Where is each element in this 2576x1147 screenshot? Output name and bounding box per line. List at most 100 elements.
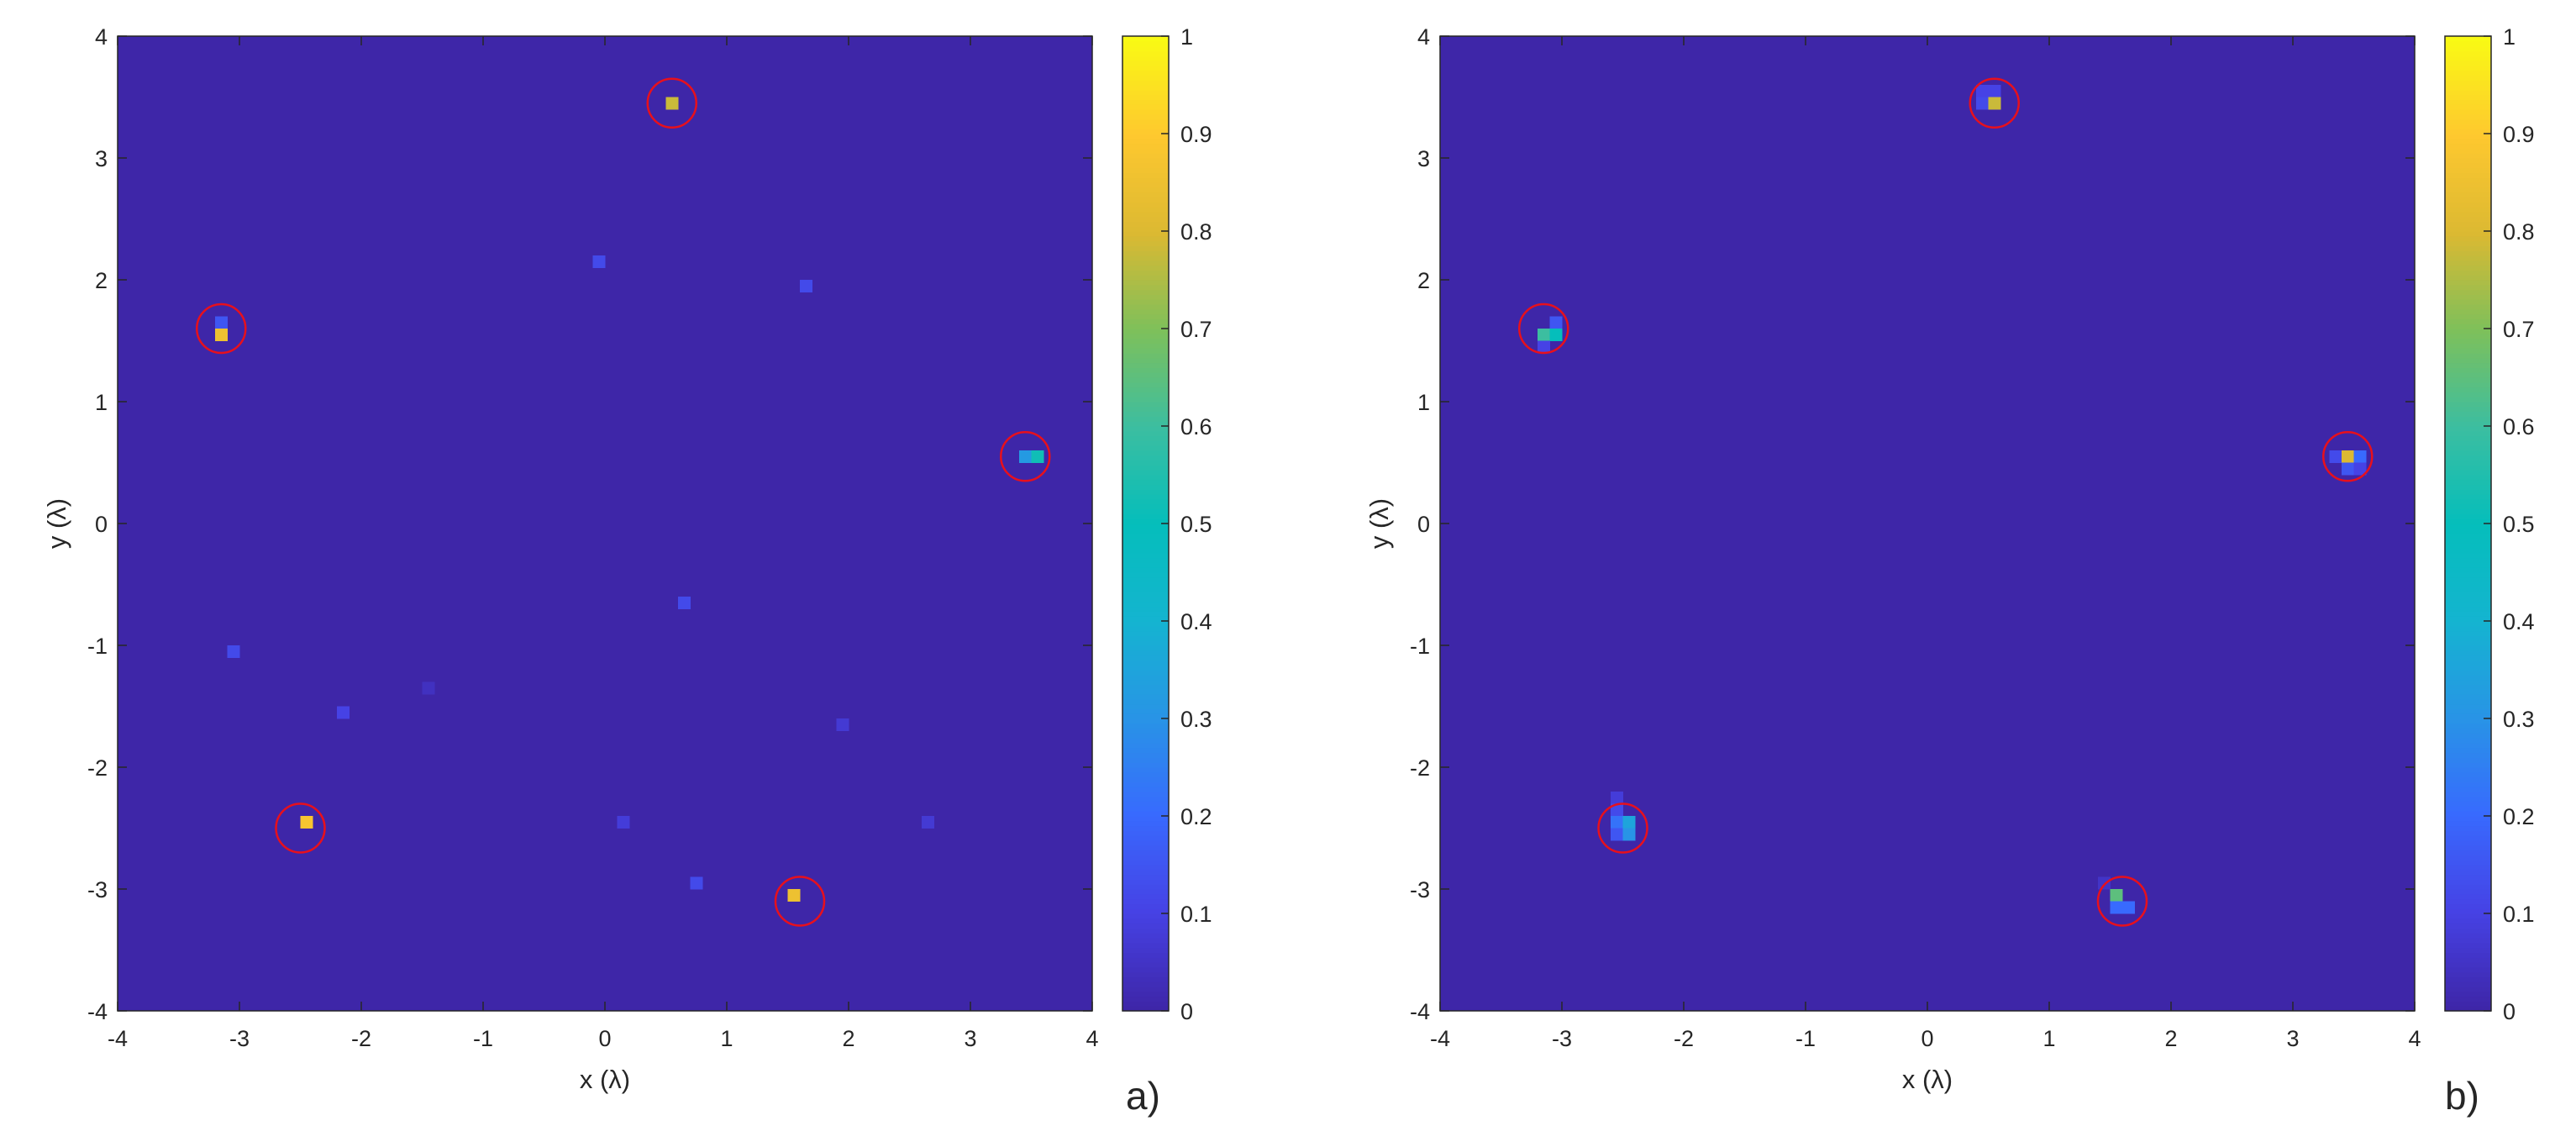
colorbar-gradient-step	[2445, 1006, 2491, 1012]
y-tick-label: -3	[1410, 877, 1430, 902]
x-tick-label: -1	[1795, 1026, 1816, 1051]
colorbar-gradient-step	[2445, 723, 2491, 729]
colorbar-gradient-step	[1122, 65, 1169, 71]
colorbar-gradient-step	[1122, 129, 1169, 134]
colorbar-gradient-step	[2445, 99, 2491, 105]
colorbar-gradient-step	[1122, 381, 1169, 388]
colorbar-gradient-step	[2445, 796, 2491, 802]
colorbar-tick-label: 0.4	[2503, 609, 2535, 634]
colorbar-gradient-step	[2445, 855, 2491, 860]
colorbar-gradient-step	[1122, 587, 1169, 592]
colorbar-gradient-step	[1122, 850, 1169, 855]
colorbar-gradient-step	[1122, 855, 1169, 860]
colorbar-gradient-step	[2445, 381, 2491, 388]
colorbar-gradient-step	[2445, 518, 2491, 524]
colorbar-gradient-step	[2445, 508, 2491, 514]
colorbar-gradient-step	[1122, 757, 1169, 763]
colorbar-gradient-step	[1122, 660, 1169, 666]
colorbar-gradient-step	[1122, 781, 1169, 787]
panel-label: a)	[1126, 1074, 1160, 1118]
x-tick-label: 0	[1921, 1026, 1933, 1051]
colorbar-gradient-step	[2445, 733, 2491, 739]
colorbar-gradient-step	[2445, 762, 2491, 768]
colorbar-gradient-step	[1122, 61, 1169, 66]
colorbar-gradient-step	[1122, 630, 1169, 636]
colorbar-gradient-step	[1122, 397, 1169, 403]
colorbar-gradient-step	[1122, 581, 1169, 587]
colorbar-gradient-step	[2445, 771, 2491, 778]
colorbar-gradient-step	[1122, 484, 1169, 490]
panel-label: b)	[2445, 1074, 2479, 1118]
colorbar-gradient-step	[2445, 192, 2491, 197]
colorbar: 0 0.1 0.2 0.3 0.4 0.5 0.6 0.7 0.8 0.9 1	[2444, 24, 2535, 1024]
y-tick-label: -1	[87, 634, 108, 659]
colorbar-gradient-step	[1122, 508, 1169, 514]
colorbar-gradient-step	[1122, 684, 1169, 690]
colorbar-gradient-step	[2445, 40, 2491, 47]
colorbar-tick-label: 0.3	[2503, 707, 2535, 732]
colorbar-gradient-step	[1122, 138, 1169, 145]
colorbar-tick-label: 1	[2503, 24, 2516, 50]
heatmap-cell	[787, 889, 801, 902]
colorbar-gradient-step	[1122, 908, 1169, 914]
colorbar-gradient-step	[2445, 104, 2491, 110]
colorbar-gradient-step	[1122, 928, 1169, 934]
colorbar-tick-label: 0.5	[1180, 512, 1212, 537]
colorbar-gradient-step	[1122, 665, 1169, 671]
colorbar-gradient-step	[2445, 621, 2491, 627]
colorbar-gradient-step	[2445, 708, 2491, 714]
colorbar-gradient-step	[2445, 606, 2491, 612]
colorbar-gradient-step	[1122, 324, 1169, 329]
colorbar-gradient-step	[1122, 884, 1169, 890]
colorbar-gradient-step	[2445, 543, 2491, 549]
colorbar-gradient-step	[1122, 606, 1169, 612]
colorbar-gradient-step	[1122, 430, 1169, 437]
heatmap-cell	[1549, 329, 1563, 341]
colorbar-gradient-step	[2445, 898, 2491, 904]
colorbar-gradient-step	[2445, 776, 2491, 782]
colorbar-gradient-step	[2445, 343, 2491, 349]
colorbar-gradient-step	[1122, 996, 1169, 1002]
colorbar-gradient-step	[2445, 402, 2491, 408]
colorbar-gradient-step	[2445, 450, 2491, 456]
colorbar-gradient-step	[2445, 308, 2491, 315]
colorbar-gradient-step	[1122, 85, 1169, 91]
colorbar-gradient-step	[2445, 938, 2491, 944]
colorbar-gradient-step	[2445, 908, 2491, 914]
colorbar-gradient-step	[1122, 470, 1169, 476]
colorbar-gradient-step	[1122, 280, 1169, 286]
colorbar-gradient-step	[2445, 148, 2491, 154]
colorbar-gradient-step	[2445, 655, 2491, 660]
colorbar-gradient-step	[1122, 455, 1169, 461]
colorbar-gradient-step	[1122, 148, 1169, 154]
colorbar-gradient-step	[1122, 202, 1169, 208]
colorbar-gradient-step	[2445, 679, 2491, 685]
colorbar-gradient-step	[1122, 752, 1169, 758]
heatmap-background	[118, 36, 1092, 1011]
y-tick-label: 2	[1417, 268, 1430, 293]
colorbar-gradient-step	[2445, 138, 2491, 145]
colorbar-gradient-step	[1122, 240, 1169, 246]
colorbar-gradient-step	[1122, 694, 1169, 700]
colorbar-gradient-step	[2445, 1001, 2491, 1007]
colorbar-gradient-step	[1122, 747, 1169, 754]
colorbar: 0 0.1 0.2 0.3 0.4 0.5 0.6 0.7 0.8 0.9 1	[1122, 24, 1212, 1024]
colorbar-gradient-step	[1122, 518, 1169, 524]
colorbar-gradient-step	[1122, 771, 1169, 778]
y-tick-label: -1	[1410, 634, 1430, 659]
colorbar-gradient-step	[1122, 377, 1169, 383]
colorbar-gradient-step	[1122, 787, 1169, 792]
y-tick-label: -4	[87, 999, 108, 1024]
heatmap-cell	[1622, 816, 1636, 829]
colorbar-gradient-step	[1122, 36, 1169, 42]
colorbar-gradient-step	[2445, 781, 2491, 787]
y-tick-label: 1	[1417, 390, 1430, 415]
colorbar-gradient-step	[2445, 426, 2491, 432]
heatmap-cell	[2110, 901, 2123, 914]
heatmap-cell	[690, 876, 703, 890]
colorbar-gradient-step	[2445, 357, 2491, 364]
colorbar-gradient-step	[2445, 792, 2491, 797]
x-tick-label: 3	[2286, 1026, 2299, 1051]
colorbar-gradient-step	[2445, 55, 2491, 61]
colorbar-gradient-step	[1122, 50, 1169, 56]
